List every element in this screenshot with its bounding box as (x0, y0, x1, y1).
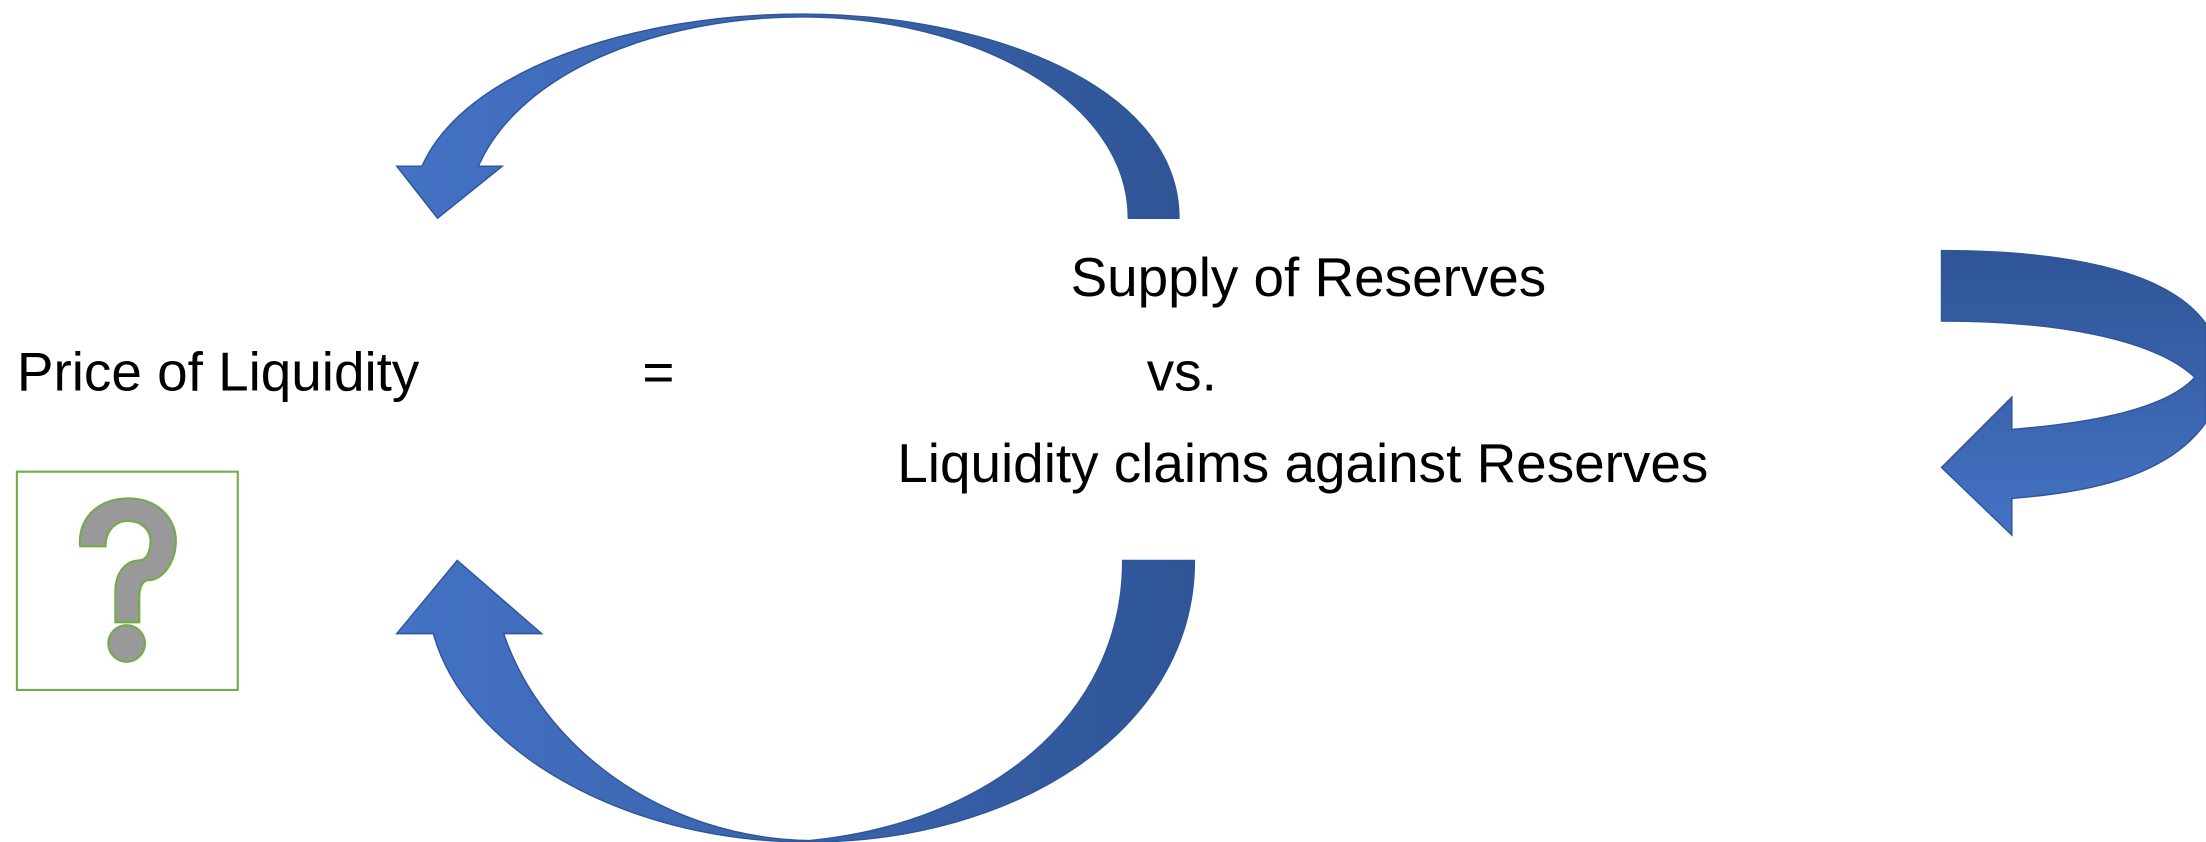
bottom-arrow (395, 559, 1196, 842)
question-icon (78, 497, 177, 663)
equals-sign: = (642, 340, 674, 402)
top-arrow (395, 13, 1180, 220)
right-line: Supply of Reserves (1071, 246, 1547, 308)
left-label: Price of Liquidity (17, 340, 420, 402)
right-line: vs. (1147, 340, 1217, 402)
question-box (15, 470, 239, 691)
right-arrow (1940, 249, 2206, 537)
right-line: Liquidity claims against Reserves (897, 432, 1708, 494)
